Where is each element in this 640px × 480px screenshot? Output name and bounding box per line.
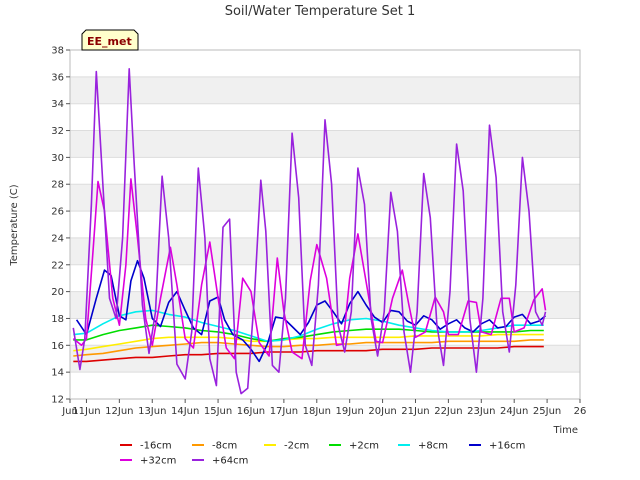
y-tick-label: 30 <box>51 153 64 164</box>
station-badge: EE_met <box>81 29 139 51</box>
series-line-64cm <box>72 68 547 395</box>
x-tick-label: 23Jun <box>467 406 495 417</box>
background-band <box>70 345 580 373</box>
x-tick-label: 22Jun <box>434 406 462 417</box>
background-band <box>70 372 580 399</box>
x-tick-label: 16Jun <box>237 406 265 417</box>
y-tick-label: 26 <box>51 207 64 218</box>
badge-label: EE_met <box>87 35 132 48</box>
background-band <box>70 50 580 77</box>
background-band <box>70 211 580 238</box>
legend-label: +16cm <box>489 441 525 452</box>
x-tick-label: 14Jun <box>171 406 199 417</box>
x-tick-label: 26 <box>574 406 587 417</box>
series-line-16cm <box>75 259 547 363</box>
x-axis-title: Time <box>553 425 578 436</box>
plot-frame <box>69 49 581 400</box>
background-band <box>70 76 580 104</box>
y-tick-label: 16 <box>51 341 64 352</box>
series-line-8cm <box>73 309 544 343</box>
y-tick-label: 28 <box>51 180 64 191</box>
x-tick-label: 13Jun <box>138 406 166 417</box>
legend-label: +8cm <box>418 441 448 452</box>
x-tick-label: 15Jun <box>204 406 232 417</box>
y-tick-label: 18 <box>51 314 64 325</box>
x-tick-label: 20Jun <box>368 406 396 417</box>
background-band <box>70 157 580 185</box>
badge-box <box>81 29 139 51</box>
background-band <box>70 237 580 265</box>
legend-label: -16cm <box>140 441 172 452</box>
legend-label: -2cm <box>284 441 309 452</box>
x-tick-label: 18Jun <box>303 406 331 417</box>
x-tick-label: 19Jun <box>335 406 363 417</box>
legend-label: -8cm <box>212 441 237 452</box>
background-bands <box>70 50 580 399</box>
y-tick-label: 24 <box>51 233 64 244</box>
background-band <box>70 264 580 292</box>
y-tick-label: 36 <box>51 72 64 83</box>
legend-label: +32cm <box>140 456 176 467</box>
y-tick-label: 20 <box>51 287 64 298</box>
y-tick-label: 38 <box>51 46 64 57</box>
x-tick-label: 12Jun <box>105 406 133 417</box>
y-axis-title: Temperature (C) <box>9 184 20 266</box>
x-tick-label: Jun <box>61 406 78 417</box>
series-line-2cm <box>73 333 544 352</box>
legend-label: +64cm <box>212 456 248 467</box>
background-band <box>70 184 580 212</box>
x-tick-label: 11Jun <box>72 406 100 417</box>
chart-title: Soil/Water Temperature Set 1 <box>225 4 416 19</box>
x-tick-label: 25Jun <box>533 406 561 417</box>
x-tick-label: 17Jun <box>270 406 298 417</box>
series-layer <box>72 68 547 395</box>
legend-label: +2cm <box>349 441 379 452</box>
y-tick-label: 12 <box>51 395 64 406</box>
y-tick-label: 14 <box>51 368 64 379</box>
y-tick-label: 32 <box>51 126 64 137</box>
y-tick-label: 22 <box>51 260 64 271</box>
x-tick-label: 24Jun <box>500 406 528 417</box>
y-tick-label: 34 <box>51 99 64 110</box>
series-line-16cm <box>73 345 544 363</box>
legend: -16cm -8cm -2cm +2cm +8cm +16cm +32cm +64cm <box>120 441 525 467</box>
x-tick-label: 21Jun <box>401 406 429 417</box>
